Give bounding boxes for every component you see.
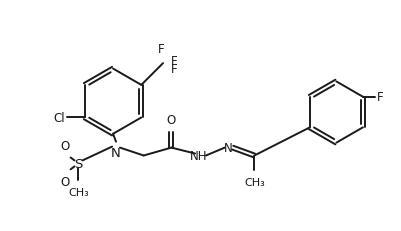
Text: F: F bbox=[170, 62, 177, 75]
Text: NH: NH bbox=[190, 149, 207, 162]
Text: N: N bbox=[111, 146, 121, 159]
Text: O: O bbox=[166, 113, 176, 126]
Text: F: F bbox=[376, 91, 383, 104]
Text: CH₃: CH₃ bbox=[243, 177, 264, 187]
Text: S: S bbox=[74, 157, 83, 170]
Text: N: N bbox=[224, 142, 233, 155]
Text: CH₃: CH₃ bbox=[68, 187, 89, 197]
Text: Cl: Cl bbox=[53, 112, 65, 125]
Text: F: F bbox=[170, 55, 177, 67]
Text: F: F bbox=[157, 43, 164, 56]
Text: O: O bbox=[60, 176, 69, 188]
Text: O: O bbox=[60, 139, 69, 152]
